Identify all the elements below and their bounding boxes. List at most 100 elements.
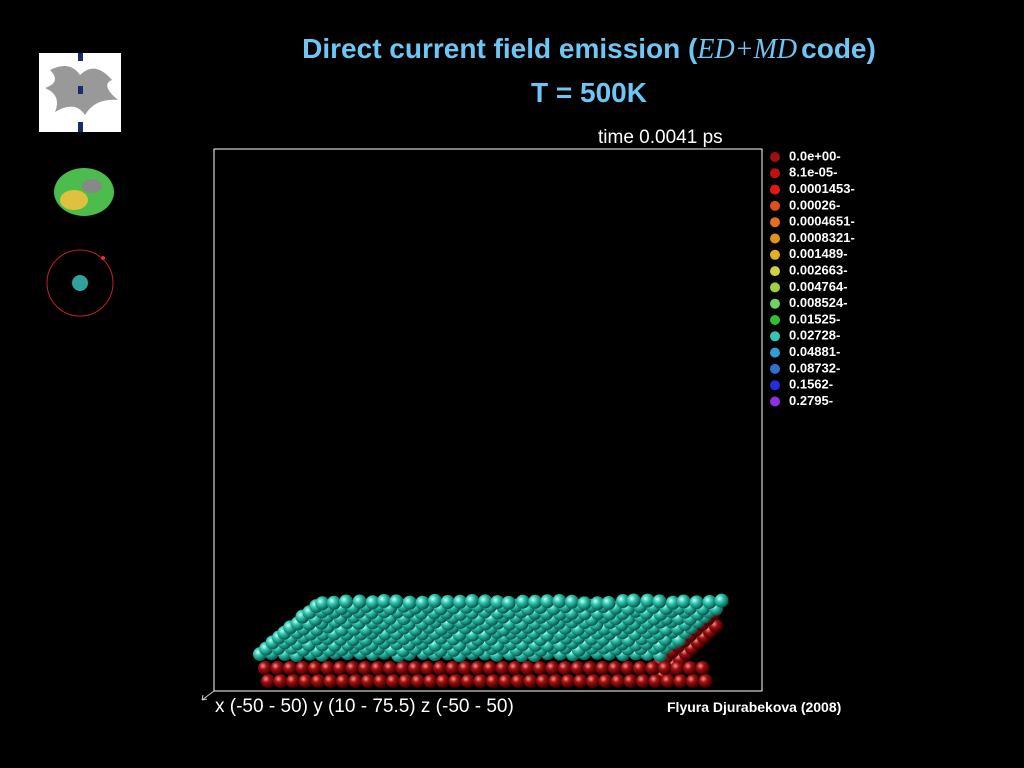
atom <box>365 595 380 610</box>
legend-swatch <box>770 152 780 162</box>
atom <box>440 595 455 610</box>
atom <box>623 674 638 688</box>
axes-label: x (-50 - 50) y (10 - 75.5) z (-50 - 50) <box>215 696 514 717</box>
university-logo <box>39 53 121 132</box>
atom <box>461 674 475 688</box>
legend-label: 8.1e-05- <box>789 165 837 180</box>
atom <box>377 593 392 608</box>
atom <box>261 674 275 688</box>
atom <box>445 661 460 675</box>
atom <box>465 594 480 609</box>
atom <box>453 594 468 609</box>
atom <box>420 661 435 675</box>
legend: 0.0e+00- 8.1e-05-0.0001453-0.00026- 0.0004… <box>770 148 855 408</box>
atom <box>473 674 488 688</box>
atom <box>508 661 522 675</box>
legend-swatch <box>770 249 780 260</box>
legend-label: 0.002663- <box>789 263 848 278</box>
atom <box>601 595 616 610</box>
legend-label: 0.0e+00- <box>789 148 841 163</box>
atom <box>326 595 341 610</box>
legend-swatch <box>770 363 780 374</box>
atom <box>577 596 592 611</box>
atom <box>311 674 325 688</box>
atom <box>339 594 354 609</box>
atom <box>498 674 513 688</box>
atom <box>408 661 422 675</box>
atom <box>495 661 510 675</box>
atom <box>395 661 410 675</box>
atom <box>611 674 625 688</box>
atom <box>564 594 579 609</box>
atom <box>389 594 404 609</box>
atom <box>520 661 535 675</box>
atom <box>640 593 655 608</box>
legend-swatch <box>770 168 780 179</box>
atom <box>595 661 610 675</box>
atom <box>561 674 575 688</box>
legend-swatch <box>770 200 780 211</box>
legend-label: 0.001489- <box>789 246 848 261</box>
atom <box>511 674 525 688</box>
atom <box>323 674 338 688</box>
legend-label: 0.2795- <box>789 393 833 408</box>
atom <box>533 661 547 675</box>
legend-label: 0.0008321- <box>789 230 855 245</box>
atom <box>315 596 330 611</box>
legend-swatch <box>770 217 780 228</box>
atom <box>433 661 447 675</box>
legend-label: 0.1562- <box>789 377 833 392</box>
atom <box>258 661 272 675</box>
atom-slab <box>252 593 729 688</box>
atom <box>626 593 641 608</box>
legend-label: 0.02728- <box>789 328 840 343</box>
credit: Flyura Djurabekova (2008) <box>667 699 841 715</box>
atom <box>470 661 485 675</box>
atom <box>270 661 285 675</box>
atom <box>545 661 560 675</box>
legend-label: 0.00026- <box>789 197 840 212</box>
legend-swatch <box>770 396 780 407</box>
atom <box>590 596 605 611</box>
atom <box>483 661 497 675</box>
axis-arrow <box>201 690 215 701</box>
atom <box>402 595 417 610</box>
legend-swatch <box>770 315 780 325</box>
atom <box>608 661 622 675</box>
molecule-icon <box>54 168 114 216</box>
atom <box>620 661 635 675</box>
atom <box>683 661 697 675</box>
atom <box>358 661 372 675</box>
atom <box>633 661 647 675</box>
atom <box>348 674 363 688</box>
atom <box>686 674 700 688</box>
atom <box>386 674 400 688</box>
atom <box>573 674 588 688</box>
atom <box>283 661 297 675</box>
simulation-box <box>213 148 763 692</box>
legend-label: 0.0004651- <box>789 214 855 229</box>
atom <box>673 674 688 688</box>
atom <box>540 594 555 609</box>
atom <box>345 661 360 675</box>
atom <box>352 594 367 609</box>
atom <box>373 674 388 688</box>
atom <box>427 593 442 608</box>
atom <box>336 674 350 688</box>
atom <box>383 661 397 675</box>
legend-swatch <box>770 184 780 195</box>
atom <box>486 674 500 688</box>
atom <box>478 594 493 609</box>
atom <box>558 661 572 675</box>
atom <box>411 674 425 688</box>
legend-label: 0.0001453- <box>789 181 855 196</box>
atom <box>570 661 585 675</box>
atom <box>583 661 597 675</box>
legend-swatch <box>770 282 780 293</box>
legend-swatch <box>770 266 780 277</box>
legend-label: 0.004764- <box>789 279 848 294</box>
atom <box>702 594 717 609</box>
atom <box>689 595 704 610</box>
atom <box>552 594 567 609</box>
